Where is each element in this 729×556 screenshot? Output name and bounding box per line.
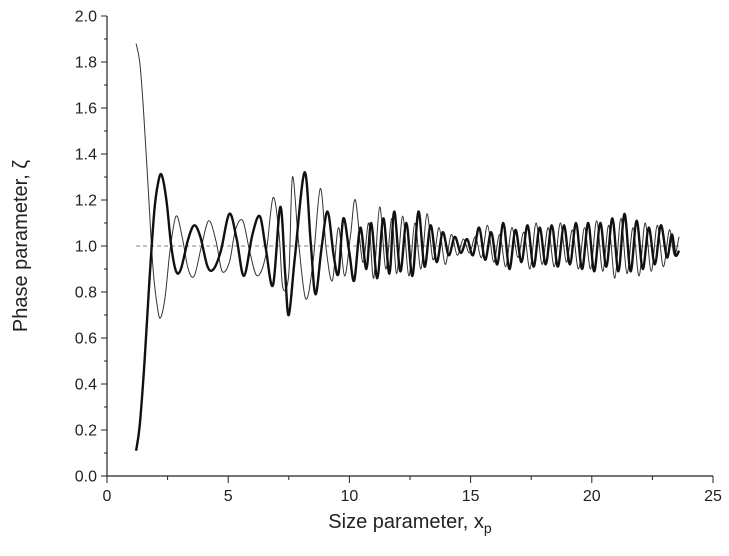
x-tick-label: 25 <box>704 488 722 505</box>
y-tick-label: 1.8 <box>75 55 97 72</box>
y-tick-label: 0.6 <box>75 331 97 348</box>
y-tick-label: 0.0 <box>75 469 97 486</box>
y-tick-label: 0.2 <box>75 423 97 440</box>
y-tick-label: 1.6 <box>75 101 97 118</box>
x-axis-title: Size parameter, xp <box>328 511 492 536</box>
y-tick-label: 1.4 <box>75 147 97 164</box>
x-axis-title-main: Size parameter, x <box>328 511 484 533</box>
x-tick-label: 0 <box>103 488 112 505</box>
x-axis-title-subscript: p <box>484 520 492 536</box>
y-tick-label: 0.8 <box>75 285 97 302</box>
y-tick-label: 1.2 <box>75 193 97 210</box>
y-axis-title: Phase parameter, ζ <box>10 160 32 332</box>
y-tick-label: 2.0 <box>75 9 97 26</box>
y-tick-label: 1.0 <box>75 239 97 256</box>
x-tick-label: 20 <box>583 488 601 505</box>
y-tick-label: 0.4 <box>75 377 97 394</box>
x-tick-label: 5 <box>224 488 233 505</box>
x-tick-label: 10 <box>341 488 359 505</box>
x-tick-label: 15 <box>462 488 480 505</box>
series-line-thin <box>135 43 680 319</box>
series-line-bold <box>134 171 681 451</box>
